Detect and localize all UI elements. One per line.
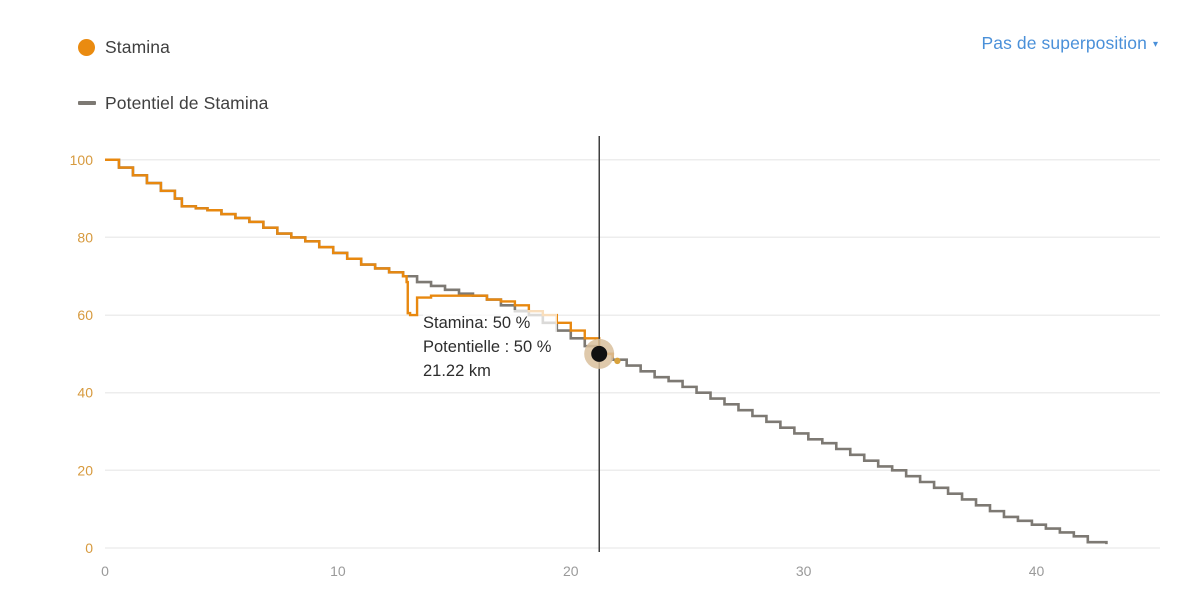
chevron-down-icon: ▾ [1152, 38, 1158, 50]
overlay-select-label: Pas de superposition [981, 33, 1147, 53]
chart-area[interactable]: 0 20 40 60 80 100 0 10 20 30 40 [0, 130, 1200, 590]
y-axis-tick-label: 40 [77, 385, 93, 401]
legend-item-potentiel-de-stamina[interactable]: Potentiel de Stamina [78, 86, 678, 120]
chart-series-line [105, 158, 614, 358]
legend-item-label: Potentiel de Stamina [105, 92, 269, 113]
x-axis-tick-label: 10 [330, 563, 346, 579]
y-axis-tick-label: 60 [77, 307, 93, 323]
chart-gridlines [105, 159, 1160, 549]
x-axis-tick-label: 30 [796, 563, 812, 579]
x-axis-tick-label: 0 [101, 563, 109, 579]
y-axis-tick-label: 20 [77, 462, 93, 478]
x-axis-tick-label: 40 [1029, 563, 1045, 579]
filled-circle-icon [78, 38, 95, 56]
legend-item-stamina[interactable]: Stamina [78, 30, 678, 64]
chart-cursor-group [584, 136, 621, 552]
dash-line-icon [78, 101, 96, 105]
overlay-select-dropdown[interactable]: Pas de superposition ▾ [982, 33, 1158, 54]
cursor-marker-dot[interactable] [591, 345, 608, 362]
chart-x-axis-labels: 0 10 20 30 40 [101, 563, 1044, 579]
x-axis-tick-label: 20 [563, 563, 579, 579]
chart-legend: Stamina Potentiel de Stamina [78, 30, 678, 120]
chart-svg: 0 20 40 60 80 100 0 10 20 30 40 [70, 136, 1160, 579]
y-axis-tick-label: 0 [85, 540, 93, 556]
legend-item-label: Stamina [105, 36, 170, 57]
stamina-end-point-marker [614, 357, 621, 365]
y-axis-tick-label: 80 [77, 229, 93, 245]
y-axis-tick-label: 100 [70, 152, 94, 168]
chart-y-axis-labels: 0 20 40 60 80 100 [70, 152, 94, 556]
